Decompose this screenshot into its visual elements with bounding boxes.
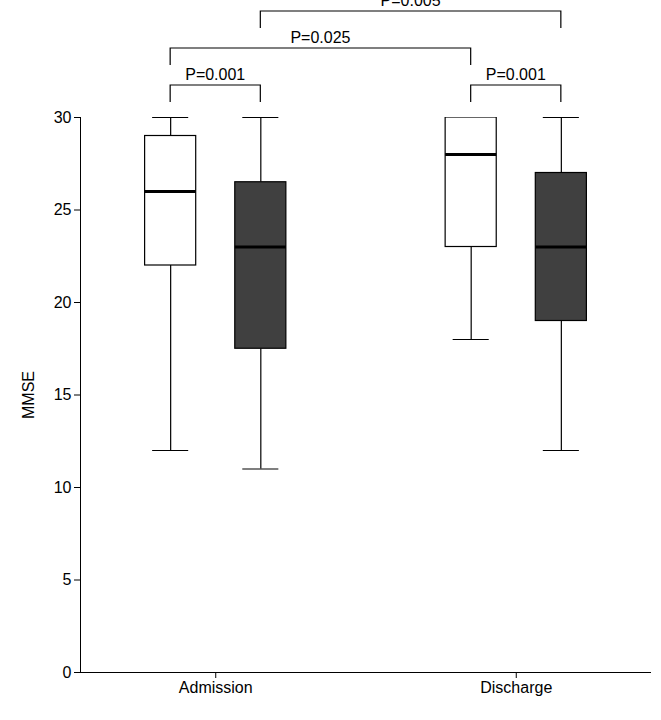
svg-text:5: 5 [63,571,72,588]
svg-text:30: 30 [54,109,72,126]
svg-text:MMSE: MMSE [20,371,37,419]
svg-text:P=0.005: P=0.005 [381,0,441,9]
svg-text:25: 25 [54,201,72,218]
svg-text:0: 0 [63,664,72,681]
svg-text:Admission: Admission [179,679,253,696]
svg-text:P=0.025: P=0.025 [290,29,350,46]
svg-text:15: 15 [54,386,72,403]
svg-text:P=0.001: P=0.001 [486,66,546,83]
svg-text:10: 10 [54,479,72,496]
svg-text:P=0.001: P=0.001 [185,66,245,83]
svg-text:20: 20 [54,294,72,311]
svg-text:Discharge: Discharge [480,679,552,696]
